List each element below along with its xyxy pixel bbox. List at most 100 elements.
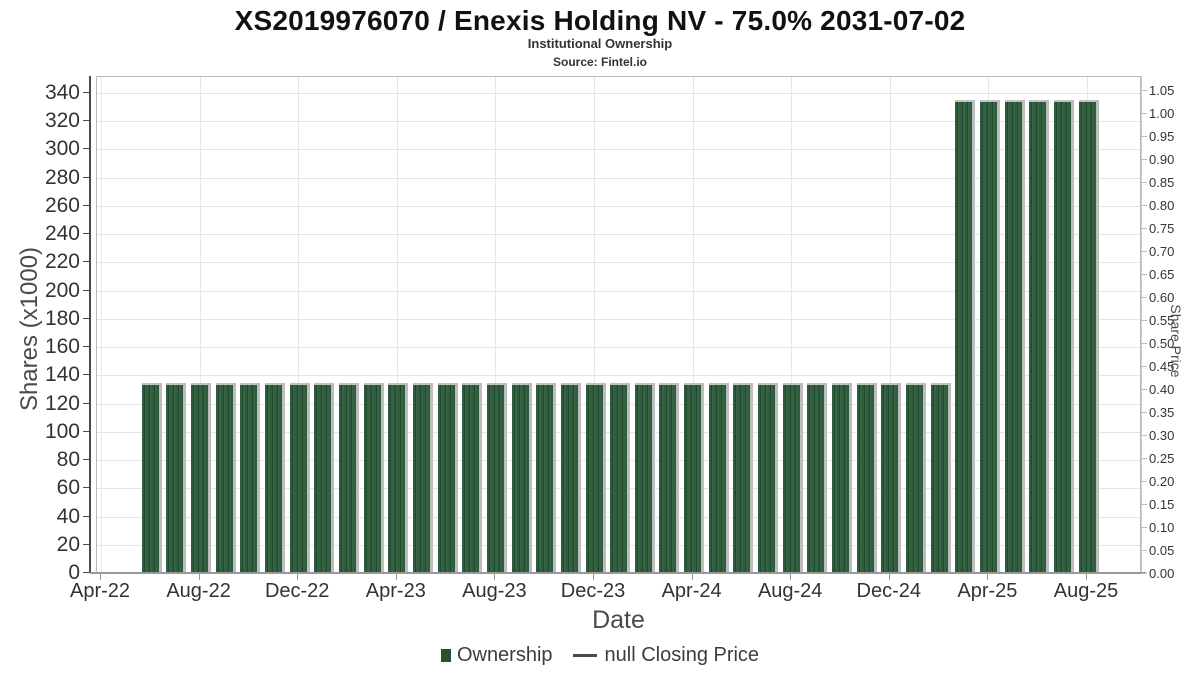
gridline xyxy=(791,77,793,572)
ownership-bar xyxy=(191,382,209,572)
x-axis-tick xyxy=(198,574,200,580)
left-tick-label: 220 xyxy=(44,250,80,274)
right-axis-tick xyxy=(1141,274,1147,275)
right-axis-tick xyxy=(1141,343,1147,344)
ownership-bar xyxy=(733,382,751,572)
left-axis-tick xyxy=(83,430,90,432)
x-tick-label: Aug-24 xyxy=(757,580,823,602)
right-tick-label: 1.00 xyxy=(1149,106,1175,121)
right-axis-tick xyxy=(1141,251,1147,252)
left-tick-label: 140 xyxy=(44,363,80,387)
right-tick-label: 0.60 xyxy=(1149,290,1175,305)
right-tick-label: 0.55 xyxy=(1149,313,1175,328)
gridline xyxy=(97,121,1140,123)
gridline xyxy=(97,318,1140,320)
right-tick-label: 0.20 xyxy=(1149,474,1175,489)
ownership-bar xyxy=(363,382,381,572)
left-tick-label: 160 xyxy=(44,335,80,359)
right-axis-tick xyxy=(1141,205,1147,206)
gridline xyxy=(97,234,1140,236)
right-tick-label: 0.80 xyxy=(1149,198,1175,213)
ownership-bar xyxy=(585,382,603,572)
left-axis-tick xyxy=(83,346,90,348)
left-tick-label: 340 xyxy=(44,81,80,104)
right-tick-label: 0.40 xyxy=(1149,382,1175,397)
left-tick-label: 40 xyxy=(56,504,80,528)
right-tick-label: 0.50 xyxy=(1149,336,1175,351)
gridline xyxy=(97,149,1140,151)
left-axis-tick xyxy=(83,289,90,291)
gridline xyxy=(97,375,1140,377)
ownership-bar xyxy=(339,382,356,572)
x-tick-label: Apr-24 xyxy=(661,580,722,602)
left-tick-label: 0 xyxy=(68,561,80,584)
ownership-bar xyxy=(1004,100,1022,572)
left-tick-label: 240 xyxy=(44,222,80,246)
gridline xyxy=(97,262,1140,264)
left-tick-label: 280 xyxy=(44,165,80,189)
gridline xyxy=(594,77,595,572)
ownership-bar xyxy=(166,382,184,572)
x-tick-label: Apr-23 xyxy=(365,580,426,602)
right-axis-line xyxy=(1141,76,1142,573)
right-axis-tick xyxy=(1141,550,1147,551)
left-tick-label: 300 xyxy=(44,137,80,161)
x-tick-label: Dec-22 xyxy=(264,580,330,602)
x-tick-label: Dec-23 xyxy=(560,580,626,602)
ownership-bar xyxy=(610,382,628,572)
x-axis-tick xyxy=(593,574,594,580)
right-tick-label: 0.05 xyxy=(1149,543,1175,558)
x-tick-label: Aug-25 xyxy=(1053,580,1119,602)
right-axis-tick xyxy=(1141,90,1147,91)
right-tick-label: 0.75 xyxy=(1149,221,1175,236)
right-tick-label: 0.95 xyxy=(1149,129,1175,144)
chart-source: Source: Fintel.io xyxy=(552,55,647,69)
right-axis-tick xyxy=(1141,504,1147,505)
x-tick-label: Apr-25 xyxy=(957,580,1018,602)
right-axis-tick xyxy=(1141,573,1147,574)
left-axis-tick xyxy=(83,233,90,235)
right-tick-label: 0.85 xyxy=(1149,175,1175,190)
legend-ownership-label: Ownership xyxy=(456,644,553,666)
ownership-bar xyxy=(905,382,923,572)
plot-area xyxy=(96,76,1141,573)
left-tick-label: 120 xyxy=(44,391,80,415)
gridline xyxy=(101,77,102,572)
left-axis-tick xyxy=(83,515,90,517)
ownership-bar xyxy=(955,100,973,572)
gridline xyxy=(889,77,891,572)
x-axis-tick xyxy=(100,574,101,580)
left-axis-line xyxy=(89,76,91,573)
ownership-bar xyxy=(979,100,997,572)
right-axis-title: Share Price xyxy=(1168,304,1184,378)
ownership-bar xyxy=(215,382,233,572)
left-axis-tick xyxy=(83,402,90,404)
ownership-bar xyxy=(462,382,480,572)
x-axis-tick xyxy=(790,574,792,580)
left-axis-tick xyxy=(83,374,90,376)
legend: Ownership null Closing Price xyxy=(0,644,1200,667)
gridline xyxy=(97,177,1140,179)
right-axis-tick xyxy=(1141,182,1147,183)
x-axis-tick xyxy=(494,574,496,580)
gridline xyxy=(396,77,398,572)
right-axis-tick xyxy=(1141,228,1147,229)
left-axis-tick xyxy=(83,317,90,319)
left-axis-tick xyxy=(83,459,90,461)
gridline xyxy=(97,205,1140,207)
left-axis-tick xyxy=(83,120,90,122)
x-axis-tick xyxy=(987,574,989,580)
right-axis-tick xyxy=(1141,297,1147,298)
x-axis-tick xyxy=(395,574,397,580)
ownership-bar xyxy=(832,382,849,572)
ownership-bar xyxy=(265,382,283,572)
ownership-bar xyxy=(659,382,677,572)
right-tick-label: 0.45 xyxy=(1149,359,1175,374)
ownership-bar xyxy=(856,382,874,572)
x-axis-tick xyxy=(691,574,693,580)
left-axis-tick xyxy=(83,572,90,573)
ownership-bar xyxy=(930,382,948,572)
left-tick-label: 320 xyxy=(44,109,80,133)
right-axis-tick xyxy=(1141,136,1147,137)
ownership-bar xyxy=(536,382,554,572)
